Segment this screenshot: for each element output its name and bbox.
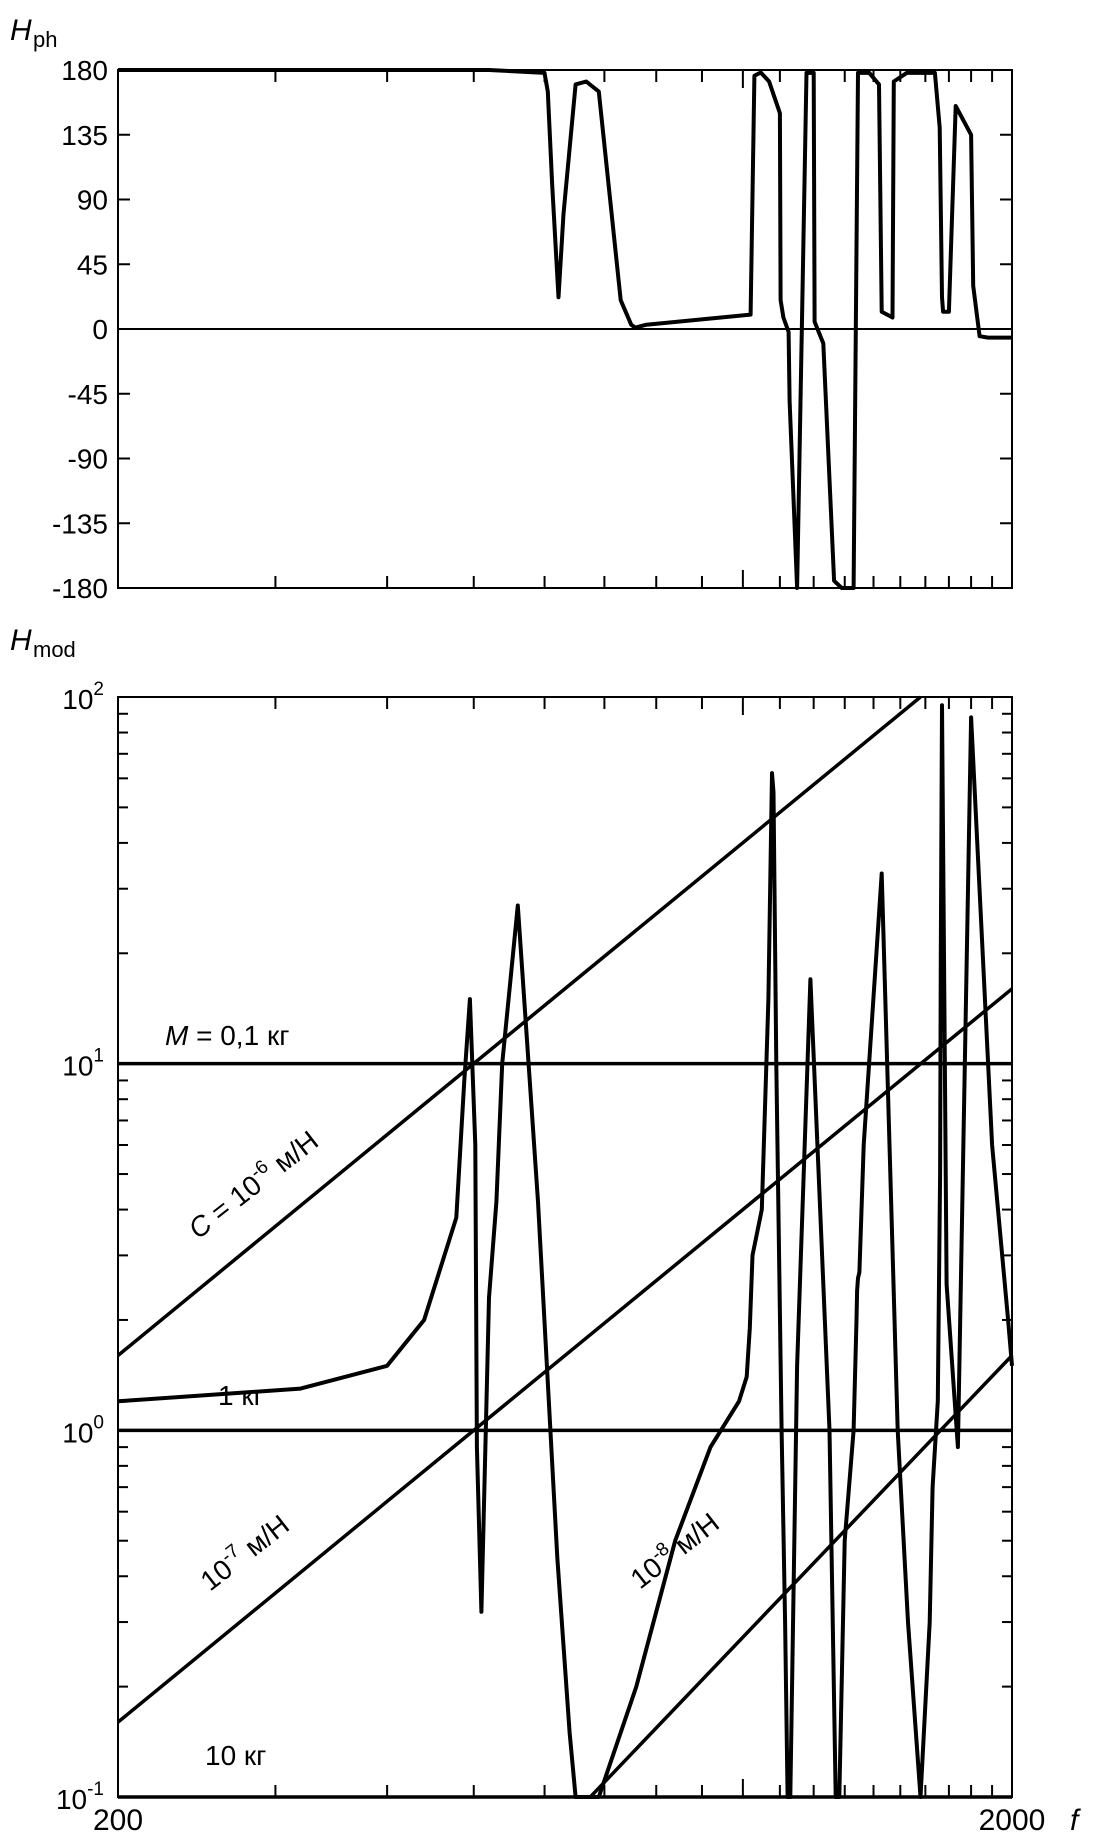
modulus-y-tick-label: 10-1: [56, 1779, 104, 1815]
phase-y-tick-label: -45: [68, 379, 108, 410]
modulus-plot-frame: [117, 696, 1013, 1798]
x-tick-label-2000: 2000: [979, 1804, 1046, 1837]
compliance-reference-line: [589, 1354, 1014, 1799]
modulus-y-tick-label: 100: [62, 1412, 104, 1448]
phase-series-line: [118, 68, 1012, 590]
compliance-reference-line: [116, 695, 922, 1357]
label-compliance-1e-6: C = 10-6 м/Н: [181, 1122, 324, 1244]
modulus-chart: H mod 102 101 100 10-1 200 2000 f M = 0,1 к…: [10, 624, 1081, 1837]
modulus-y-tick-label: 101: [62, 1046, 104, 1082]
phase-ylabel-sub: ph: [33, 27, 57, 52]
modulus-xlabel: f: [1070, 1804, 1081, 1837]
label-compliance-1e-7: 10-7 м/Н: [193, 1506, 295, 1596]
phase-y-tick-label: -180: [52, 573, 108, 604]
modulus-y-tick-label: 102: [62, 679, 104, 715]
compliance-reference-line: [116, 987, 1014, 1724]
phase-y-tick-label: 135: [61, 120, 108, 151]
modulus-ylabel-sub: mod: [33, 637, 76, 662]
x-tick-label-200: 200: [93, 1804, 143, 1837]
modulus-series-line: [117, 703, 1014, 1799]
phase-y-tick-label: -90: [68, 444, 108, 475]
phase-plot-frame: [117, 69, 1013, 589]
label-compliance-1e-8: 10-8 м/Н: [623, 1504, 725, 1594]
phase-y-tick-label: 45: [77, 249, 108, 280]
phase-y-tick-label: -135: [52, 508, 108, 539]
modulus-reference-lines: [116, 695, 1014, 1799]
phase-y-tick-labels: 180 135 90 45 0 -45 -90 -135 -180: [52, 55, 108, 604]
phase-chart: H ph 180 135 90 45 0 -45 -90 -135 -180: [10, 14, 1013, 604]
label-mass-0-1: M = 0,1 кг: [165, 1020, 289, 1051]
phase-y-tick-label: 180: [61, 55, 108, 86]
label-mass-1: 1 кг: [218, 1380, 264, 1411]
label-mass-10: 10 кг: [205, 1740, 266, 1771]
phase-y-tick-label: 90: [77, 185, 108, 216]
phase-ylabel: H: [10, 14, 32, 47]
modulus-y-tick-labels: 102 101 100 10-1: [56, 679, 104, 1815]
phase-y-tick-label: 0: [92, 314, 108, 345]
modulus-ylabel: H: [10, 624, 32, 657]
